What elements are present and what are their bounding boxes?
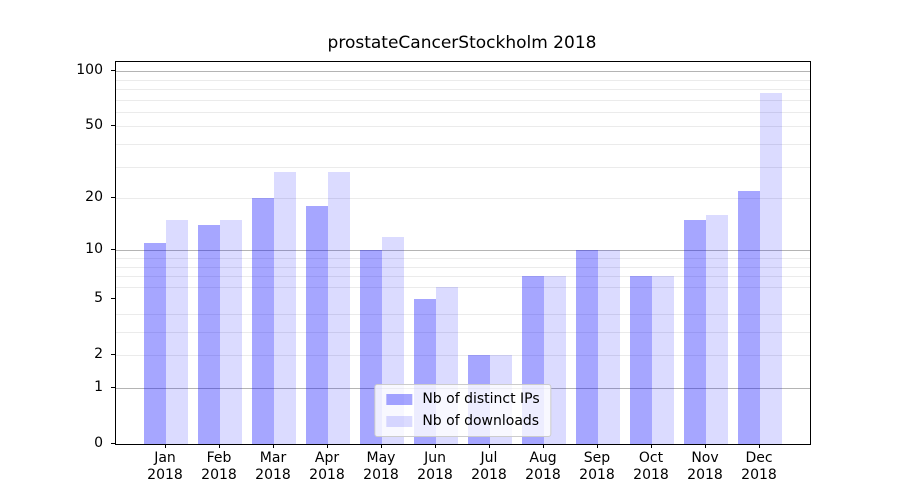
bar-distinct-ips (684, 220, 706, 444)
x-tick-label: Nov 2018 (687, 450, 723, 483)
y-tick-mark (111, 125, 115, 127)
bar-downloads (598, 250, 620, 444)
x-tick-label: Aug 2018 (525, 450, 561, 483)
grid-line-minor (116, 166, 810, 168)
bar-distinct-ips (306, 206, 328, 444)
bar-distinct-ips (576, 250, 598, 444)
x-tick-label: Oct 2018 (633, 450, 669, 483)
chart-title: prostateCancerStockholm 2018 (327, 33, 597, 53)
grid-line-minor (116, 198, 810, 199)
y-tick-label: 5 (94, 290, 103, 307)
bar-distinct-ips (630, 276, 652, 444)
grid-line-minor (116, 313, 810, 315)
x-tick-label: Jan 2018 (147, 450, 183, 483)
bar-downloads (760, 93, 782, 444)
bar-downloads (220, 220, 242, 444)
bar-downloads (166, 220, 188, 444)
y-tick-label: 50 (85, 117, 103, 134)
y-tick-mark (111, 70, 115, 72)
bar-downloads (652, 276, 674, 444)
grid-line-minor (116, 286, 810, 288)
x-tick-mark (273, 444, 274, 448)
grid-line-minor (116, 276, 810, 277)
grid-line-major (116, 250, 810, 252)
x-tick-mark (705, 444, 706, 448)
legend-label-distinct-ips: Nb of distinct IPs (422, 391, 540, 407)
legend-swatch-ips-icon (386, 394, 413, 405)
bar-distinct-ips (198, 225, 220, 444)
x-tick-label: Apr 2018 (309, 450, 345, 483)
grid-line-minor (116, 99, 810, 101)
x-tick-mark (489, 444, 490, 448)
x-tick-label: Sep 2018 (579, 450, 615, 483)
x-tick-mark (435, 444, 436, 448)
grid-line-minor (116, 88, 810, 90)
bar-distinct-ips (738, 190, 760, 444)
x-tick-label: Dec 2018 (741, 450, 777, 483)
y-tick-mark (111, 354, 115, 356)
plot-area: Nb of distinct IPs Nb of downloads (115, 61, 811, 445)
bar-downloads (274, 171, 296, 444)
legend: Nb of distinct IPs Nb of downloads (374, 384, 552, 437)
y-tick-mark (111, 298, 115, 300)
y-tick-label: 10 (85, 241, 103, 258)
grid-line-minor (116, 266, 810, 268)
grid-line-minor (116, 257, 810, 259)
x-tick-label: Jul 2018 (471, 450, 507, 483)
grid-line-minor (116, 111, 810, 113)
x-tick-label: Mar 2018 (255, 450, 291, 483)
y-tick-mark (111, 387, 115, 388)
y-tick-label: 1 (94, 379, 103, 395)
x-tick-mark (327, 444, 328, 448)
legend-item-distinct-ips: Nb of distinct IPs (386, 391, 540, 407)
x-tick-mark (219, 444, 220, 448)
bar-distinct-ips (144, 243, 166, 444)
x-tick-mark (651, 444, 652, 448)
bar-downloads (328, 171, 350, 444)
y-tick-label: 2 (94, 346, 103, 363)
bar-distinct-ips (252, 198, 274, 444)
bar-downloads (706, 215, 728, 444)
x-tick-mark (759, 444, 760, 448)
grid-line-minor (116, 143, 810, 145)
legend-label-downloads: Nb of downloads (422, 413, 540, 429)
grid-line-minor (116, 355, 810, 357)
x-tick-mark (597, 444, 598, 448)
y-tick-mark (111, 443, 115, 444)
grid-line-minor (116, 79, 810, 81)
grid-line-minor (116, 126, 810, 128)
y-tick-label: 0 (94, 435, 103, 451)
x-tick-mark (543, 444, 544, 448)
legend-swatch-downloads-icon (386, 416, 413, 427)
x-tick-label: May 2018 (363, 450, 399, 483)
x-tick-mark (165, 444, 166, 448)
y-tick-mark (111, 249, 115, 251)
grid-line-minor (116, 332, 810, 333)
y-tick-label: 100 (76, 62, 103, 79)
y-tick-label: 20 (85, 189, 103, 205)
legend-item-downloads: Nb of downloads (386, 414, 539, 429)
grid-line-major (116, 71, 810, 73)
x-tick-label: Feb 2018 (201, 450, 237, 483)
y-tick-mark (111, 197, 115, 198)
x-tick-label: Jun 2018 (417, 450, 453, 483)
x-tick-mark (381, 444, 382, 448)
